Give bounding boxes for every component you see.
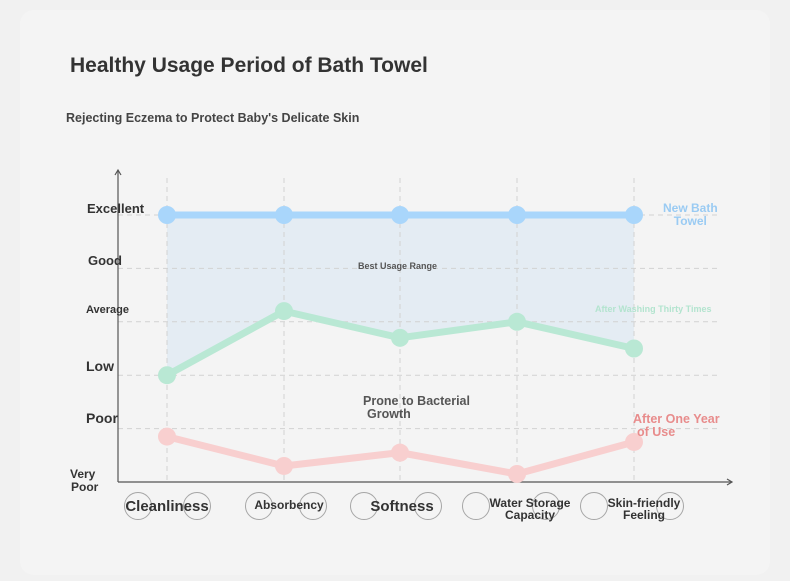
x-tick-label: Absorbency <box>254 498 324 512</box>
y-tick-label: Poor <box>86 410 118 426</box>
data-point <box>508 312 526 331</box>
data-point <box>275 302 293 321</box>
category-ring <box>532 492 560 520</box>
category-ring <box>462 492 490 520</box>
series-label-after-washing: After Washing Thirty Times <box>595 304 712 314</box>
y-tick-label: Excellent <box>87 201 145 216</box>
x-tick-label: Water Storage Capacity <box>489 496 571 522</box>
data-point <box>391 206 409 224</box>
category-ring <box>350 492 378 520</box>
data-point <box>275 206 293 224</box>
chart-subtitle: Rejecting Eczema to Protect Baby's Delic… <box>66 111 360 125</box>
y-tick-label: Average <box>86 304 130 316</box>
data-point <box>391 443 409 462</box>
y-tick-label: Good <box>88 253 122 268</box>
x-tick-label: Cleanliness <box>125 498 209 515</box>
series-label-new-towel: New Bath Towel <box>663 201 718 228</box>
category-ring <box>580 492 608 520</box>
best-usage-range-label: Best Usage Range <box>358 261 438 271</box>
category-ring <box>656 492 684 520</box>
data-point <box>158 366 176 385</box>
x-axis-arrow <box>726 478 734 486</box>
data-point <box>158 206 176 224</box>
series-label-after-year: After One Year of Use <box>633 412 720 440</box>
y-tick-label: Low <box>86 358 114 374</box>
x-tick-label: Softness <box>370 498 434 515</box>
data-point <box>275 456 293 475</box>
category-ring <box>245 492 273 520</box>
data-point <box>625 339 643 358</box>
y-axis-arrow <box>114 168 122 176</box>
category-ring <box>124 492 152 520</box>
data-point <box>391 328 409 347</box>
x-tick-label: Skin-friendly Feeling <box>607 496 681 522</box>
data-point <box>508 464 526 483</box>
y-tick-label: Very Poor <box>69 467 99 495</box>
category-ring <box>183 492 211 520</box>
data-point <box>158 427 176 446</box>
category-ring <box>414 492 442 520</box>
chart-title: Healthy Usage Period of Bath Towel <box>70 54 428 77</box>
data-point <box>508 206 526 224</box>
category-ring <box>299 492 327 520</box>
data-point <box>625 206 643 224</box>
bacterial-growth-label: Prone to Bacterial Growth <box>363 394 470 422</box>
data-point <box>625 432 643 451</box>
